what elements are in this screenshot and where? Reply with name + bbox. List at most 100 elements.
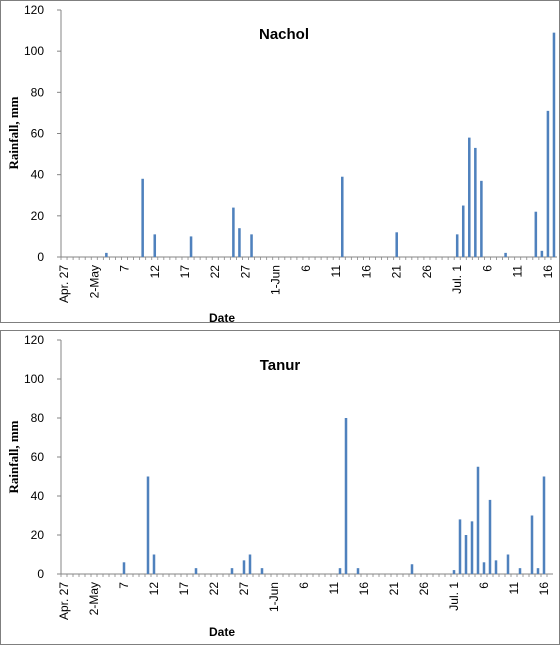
tanur-rainfall-bar <box>542 476 546 574</box>
tanur-rainfall-bar <box>242 560 246 574</box>
nachol-x-tick-label: 1-Jun <box>269 265 283 295</box>
nachol-rainfall-bar <box>461 205 465 257</box>
tanur-rainfall-bar <box>452 570 456 574</box>
nachol-y-tick-label: 100 <box>24 44 44 58</box>
tanur-x-tick-label: 2-May <box>87 582 101 615</box>
tanur-rainfall-bar <box>344 418 348 574</box>
nachol-x-tick-label: Apr. 27 <box>57 265 71 303</box>
nachol-y-tick-label: 40 <box>31 168 45 182</box>
nachol-rainfall-bar <box>238 228 241 257</box>
nachol-rainfall-bar <box>468 137 471 257</box>
nachol-chart-panel: Nachol Rainfall, mm Date 0 20 40 60 80 100 120… <box>0 0 560 325</box>
nachol-x-tick-label: 11 <box>329 265 343 278</box>
tanur-y-axis-label: Rainfall, mm <box>6 420 21 493</box>
tanur-chart-panel: Tanur Rainfall, mm Date 0 20 40 60 80 100 120 A… <box>0 330 560 645</box>
tanur-rainfall-bar <box>518 568 522 574</box>
nachol-rainfall-bar <box>250 234 253 257</box>
tanur-rainfall-bar <box>248 554 252 574</box>
tanur-y-tick-label: 0 <box>37 567 44 581</box>
nachol-rainfall-bar <box>540 250 544 257</box>
tanur-x-tick-label: 21 <box>387 582 401 596</box>
tanur-rainfall-bar <box>230 568 234 574</box>
nachol-x-tick-label: 6 <box>480 265 494 272</box>
nachol-y-tick-label: 60 <box>31 127 45 141</box>
nachol-chart-title: Nachol <box>259 26 309 43</box>
tanur-y-tick-label: 80 <box>31 411 45 425</box>
tanur-x-tick-label: 27 <box>237 582 251 596</box>
nachol-x-tick-label: 22 <box>208 265 222 279</box>
tanur-rainfall-bar <box>530 515 534 574</box>
nachol-y-axis-label: Rainfall, mm <box>6 96 21 169</box>
tanur-x-tick-label: 22 <box>207 582 221 596</box>
tanur-x-tick-label: 12 <box>147 582 161 596</box>
nachol-x-tick-label: 26 <box>420 265 434 279</box>
nachol-x-tick-label: 11 <box>511 265 525 278</box>
nachol-x-tick-label: 12 <box>148 265 162 279</box>
tanur-rainfall-bar <box>476 466 480 574</box>
tanur-x-tick-label: 6 <box>477 582 491 589</box>
nachol-rainfall-bar <box>455 234 459 257</box>
tanur-rainfall-bar <box>506 554 510 574</box>
tanur-rainfall-bar <box>194 568 198 574</box>
tanur-rainfall-bar <box>488 499 492 574</box>
tanur-y-tick-label: 120 <box>24 333 44 347</box>
tanur-rainfall-bar <box>410 564 414 574</box>
tanur-x-tick-label: 11 <box>327 582 341 595</box>
nachol-rainfall-bar <box>546 110 550 257</box>
nachol-rainfall-bar <box>189 236 193 257</box>
nachol-x-tick-label: 16 <box>541 265 555 279</box>
tanur-rainfall-bar <box>464 535 468 574</box>
nachol-x-tick-label: 7 <box>118 265 132 272</box>
nachol-x-tick-label: 16 <box>359 265 373 279</box>
nachol-x-tick-label: 27 <box>238 265 252 279</box>
tanur-rainfall-bar <box>152 554 156 574</box>
nachol-rainfall-bar <box>552 32 556 258</box>
nachol-rainfall-bar <box>232 207 235 257</box>
nachol-y-tick-label: 20 <box>31 209 45 223</box>
tanur-chart-title: Tanur <box>260 357 301 374</box>
nachol-rainfall-bar <box>105 252 108 257</box>
tanur-y-tick-label: 40 <box>31 489 45 503</box>
tanur-x-tick-label: 7 <box>117 582 131 589</box>
nachol-x-tick-label: 17 <box>178 265 192 279</box>
tanur-rainfall-bar <box>536 568 540 574</box>
nachol-x-tick-label: Jul. 1 <box>450 265 464 294</box>
nachol-x-tick-label: 6 <box>299 265 313 272</box>
tanur-x-tick-label: 16 <box>537 582 551 596</box>
tanur-x-tick-label: 6 <box>297 582 311 589</box>
nachol-chart-border <box>0 0 560 323</box>
tanur-x-tick-label: 17 <box>177 582 191 596</box>
nachol-rainfall-bar <box>395 232 398 257</box>
tanur-x-axis-label: Date <box>209 625 235 639</box>
tanur-y-tick-label: 60 <box>31 450 45 464</box>
nachol-x-tick-label: 2-May <box>87 265 101 298</box>
nachol-rainfall-bar <box>141 178 144 257</box>
tanur-rainfall-bar <box>122 562 126 574</box>
tanur-rainfall-bar <box>470 521 474 574</box>
nachol-y-tick-label: 120 <box>24 3 44 17</box>
tanur-rainfall-bar <box>356 568 360 574</box>
tanur-x-tick-label: 26 <box>417 582 431 596</box>
tanur-chart-border <box>0 330 560 645</box>
nachol-rainfall-bar <box>534 211 538 257</box>
tanur-rainfall-bar <box>260 568 264 574</box>
tanur-y-tick-label: 100 <box>24 372 44 386</box>
nachol-rainfall-bar <box>153 234 157 257</box>
nachol-rainfall-bar <box>504 252 507 257</box>
tanur-x-tick-label: 1-Jun <box>267 582 281 612</box>
nachol-rainfall-bar <box>340 176 344 257</box>
tanur-y-tick-label: 20 <box>31 528 45 542</box>
tanur-x-tick-label: Jul. 1 <box>447 582 461 611</box>
tanur-x-tick-label: 11 <box>507 582 521 595</box>
nachol-x-axis-label: Date <box>209 311 235 325</box>
tanur-rainfall-bar <box>494 560 498 574</box>
nachol-rainfall-bar <box>480 180 483 257</box>
tanur-rainfall-bar <box>458 519 462 574</box>
tanur-x-tick-label: 16 <box>357 582 371 596</box>
nachol-y-tick-label: 80 <box>31 85 45 99</box>
tanur-rainfall-bar <box>338 568 342 574</box>
nachol-x-tick-label: 21 <box>390 265 404 279</box>
tanur-rainfall-bar <box>482 562 486 574</box>
tanur-x-tick-label: Apr. 27 <box>57 582 71 620</box>
